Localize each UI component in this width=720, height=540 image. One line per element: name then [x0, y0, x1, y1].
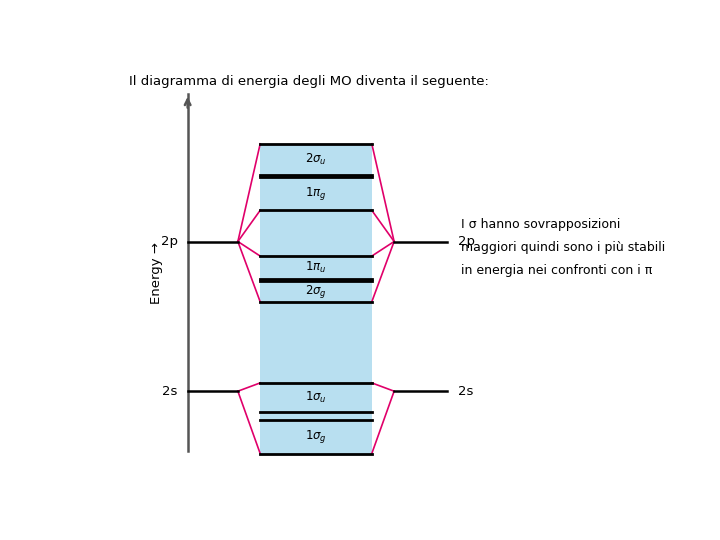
Text: $1\sigma_g$: $1\sigma_g$	[305, 428, 327, 446]
Text: Il diagramma di energia degli MO diventa il seguente:: Il diagramma di energia degli MO diventa…	[129, 75, 489, 88]
Text: $2\sigma_u$: $2\sigma_u$	[305, 152, 327, 167]
Text: I σ hanno sovrapposizioni: I σ hanno sovrapposizioni	[461, 218, 621, 231]
Text: 2p: 2p	[459, 235, 475, 248]
Text: $1\pi_g$: $1\pi_g$	[305, 185, 327, 202]
Text: $1\sigma_u$: $1\sigma_u$	[305, 390, 327, 405]
Text: Energy →: Energy →	[150, 242, 163, 303]
Bar	[260, 144, 372, 454]
Text: 2p: 2p	[161, 235, 178, 248]
Text: maggiori quindi sono i più stabili: maggiori quindi sono i più stabili	[461, 241, 665, 254]
Text: $2\sigma_g$: $2\sigma_g$	[305, 283, 327, 300]
Text: 2s: 2s	[162, 384, 178, 397]
Text: 2s: 2s	[459, 384, 474, 397]
Text: in energia nei confronti con i π: in energia nei confronti con i π	[461, 265, 652, 278]
Text: $1\pi_u$: $1\pi_u$	[305, 260, 327, 275]
